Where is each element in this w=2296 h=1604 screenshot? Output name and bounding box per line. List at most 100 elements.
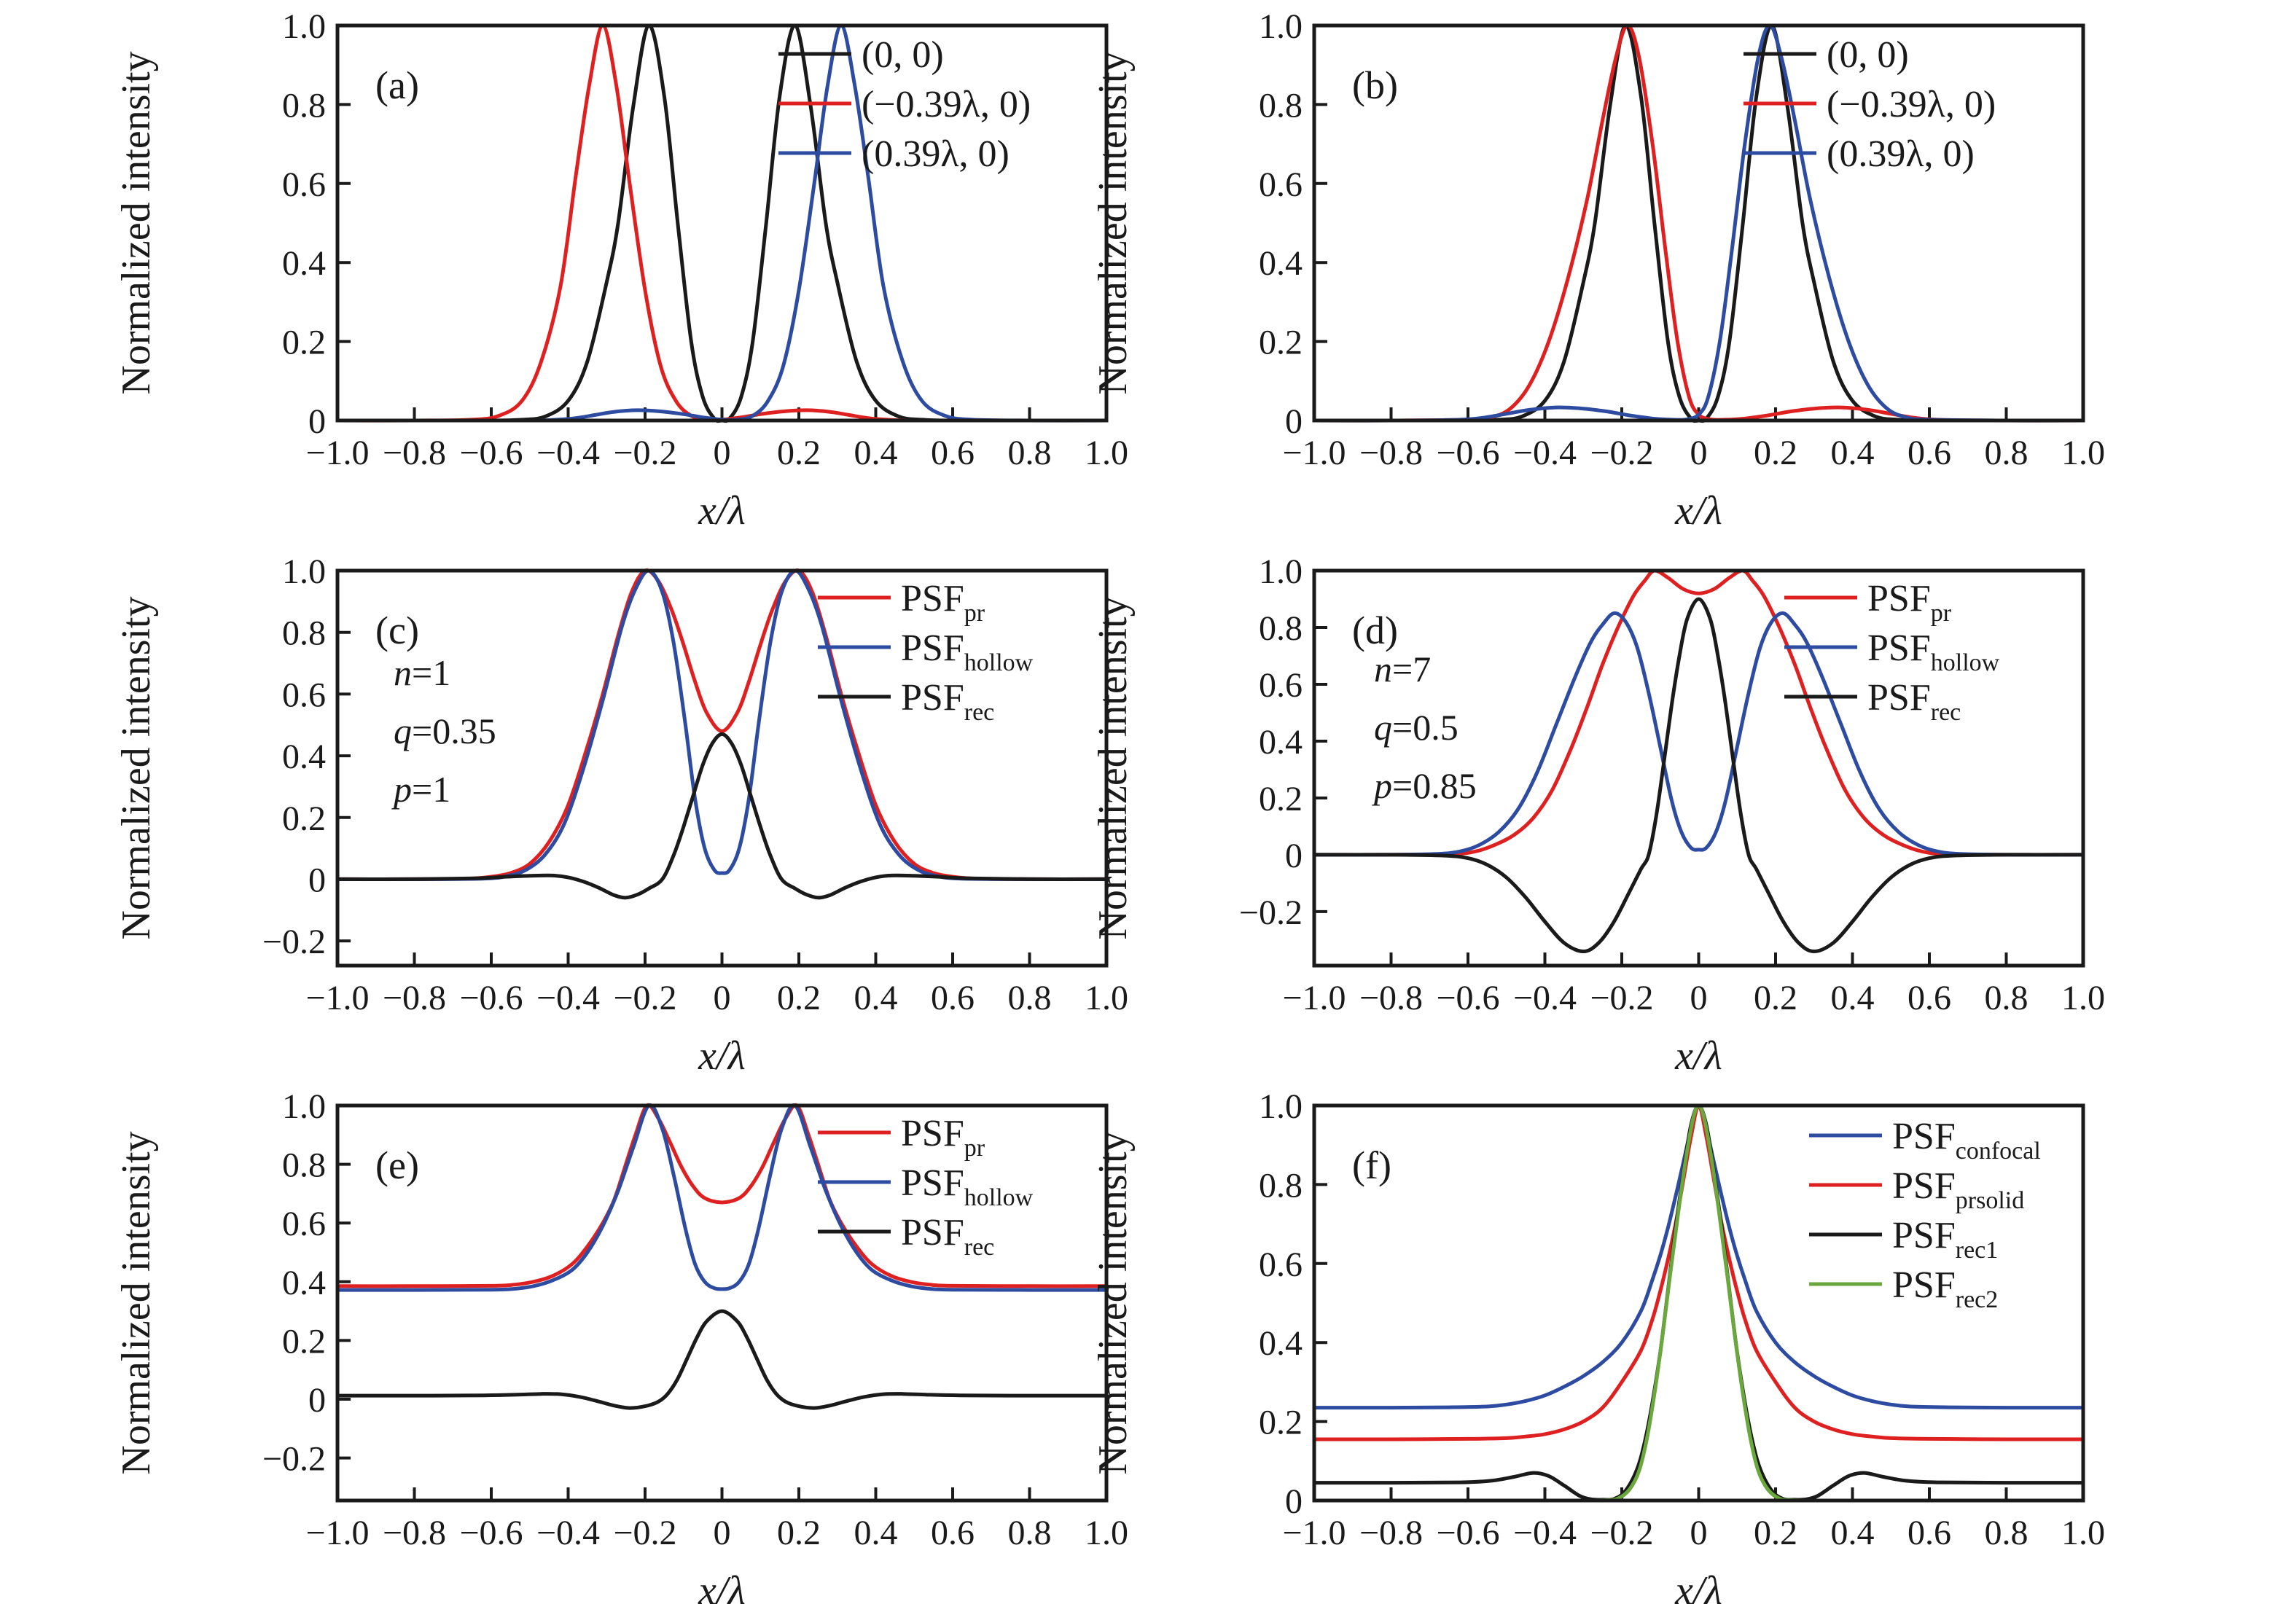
panel-d-y-tick-label: 0.2 [1259, 780, 1303, 818]
legend-label-subscript: pr [1931, 600, 1952, 627]
legend-label: PSFrec [1867, 677, 1961, 726]
panel-c-x-axis-label: x/λ [698, 1033, 746, 1079]
legend-label-subscript: rec2 [1956, 1286, 1999, 1313]
panel-a-x-tick-label: −0.8 [383, 434, 446, 472]
panel-f-x-tick-label: −0.6 [1436, 1514, 1499, 1552]
panel-e-x-axis-label: x/λ [698, 1568, 746, 1604]
panel-c-y-tick-label: −0.2 [262, 923, 326, 961]
legend-label-base: PSF [1867, 627, 1931, 669]
panel-b-x-tick-label: 0 [1690, 434, 1708, 472]
panel-a-x-tick-label: 0.2 [777, 434, 821, 472]
panel-c-y-axis-label: Normalized intensity [114, 596, 159, 939]
legend-label-base: PSF [1892, 1165, 1956, 1207]
panel-f-y-tick-label: 0.6 [1259, 1245, 1303, 1284]
panel-a-y-tick-label: 0.2 [282, 324, 326, 362]
panel-a-legend-item-0-0: (0, 0) [778, 34, 944, 76]
panel-f-legend-item-psfrec1: PSFrec1 [1809, 1215, 1998, 1264]
legend-label-base: (−0.39λ, 0) [1827, 84, 1996, 125]
legend-label: (−0.39λ, 0) [862, 84, 1031, 125]
legend-label-subscript: pr [964, 600, 985, 627]
annotation-variable: q [394, 711, 412, 751]
panel-f-legend-item-psfprsolid: PSFprsolid [1809, 1165, 2024, 1214]
panel-c-x-tick-label: 0.2 [777, 979, 821, 1017]
panel-b-label: (b) [1352, 63, 1398, 107]
panel-c-legend-item-psfrec: PSFrec [818, 677, 994, 726]
panel-e-x-tick-label: −0.8 [383, 1514, 446, 1552]
panel-c-x-tick-label: 0.4 [854, 979, 898, 1017]
panel-c-annotation-q: q=0.35 [394, 711, 496, 751]
legend-label-base: PSF [901, 1212, 964, 1253]
legend-label: PSFrec1 [1892, 1215, 1998, 1264]
panel-c-y-tick-label: 1.0 [282, 552, 326, 591]
panel-f-x-tick-label: 1.0 [2061, 1514, 2105, 1552]
panel-f-x-tick-label: −0.2 [1590, 1514, 1653, 1552]
panel-d-x-tick-label: 0.8 [1985, 979, 2028, 1017]
panel-f-label: (f) [1352, 1143, 1391, 1187]
panel-d-frame [1312, 568, 2085, 968]
panel-c-legend-item-psfpr: PSFpr [818, 578, 985, 627]
panel-f-x-tick-label: −0.8 [1359, 1514, 1423, 1552]
panel-d-x-tick-label: −0.4 [1513, 979, 1577, 1017]
panel-b-x-tick-label: 0.8 [1985, 434, 2028, 472]
panel-a-y-axis-label: Normalized intensity [114, 51, 159, 394]
panel-e-y-axis-label: Normalized intensity [114, 1131, 159, 1474]
panel-a-legend-item-0-39-0: (0.39λ, 0) [778, 133, 1010, 175]
panel-c-x-tick-label: 1.0 [1085, 979, 1128, 1017]
panel-c-curve-psf-rec [335, 732, 1109, 900]
annotation-variable: p [391, 769, 412, 810]
panel-f-legend-item-psfconfocal: PSFconfocal [1809, 1116, 2041, 1165]
panel-c-x-tick-label: 0 [714, 979, 731, 1017]
legend-label-base: (0.39λ, 0) [1827, 133, 1975, 175]
panel-d: Normalized intensity −1.0 −0.8 −0.6 −0.4 −0.2… [1090, 552, 2105, 1079]
legend-label-base: PSF [901, 1162, 964, 1204]
panel-a-legend-item-0-39-0: (−0.39λ, 0) [778, 84, 1031, 125]
panel-c-annotation-p: p=1 [391, 769, 450, 810]
panel-f-y-axis-label: Normalized intensity [1090, 1131, 1136, 1474]
legend-label-subscript: hollow [1931, 649, 2000, 676]
panel-c-label: (c) [375, 609, 419, 652]
legend-label-subscript: rec [964, 699, 995, 726]
panel-c-legend-item-psfhollow: PSFhollow [818, 627, 1034, 676]
annotation-value: =1 [412, 769, 450, 810]
panel-d-y-tick-label: 0.8 [1259, 609, 1303, 648]
panel-e-x-tick-label: −0.4 [536, 1514, 600, 1552]
panel-d-x-tick-label: 0 [1690, 979, 1708, 1017]
panel-d-legend-item-psfrec: PSFrec [1784, 677, 1961, 726]
panel-d-curve-psf-rec [1312, 597, 2085, 953]
panel-e-x-tick-label: −1.0 [305, 1514, 369, 1552]
legend-label-subscript: rec [964, 1234, 995, 1261]
panel-b-x-tick-label: 0.4 [1831, 434, 1875, 472]
panel-b-x-tick-label: 0.2 [1754, 434, 1797, 472]
panel-d-x-tick-label: 0.2 [1754, 979, 1797, 1017]
legend-label: (0.39λ, 0) [1827, 133, 1975, 175]
annotation-value: =0.35 [412, 711, 496, 751]
legend-label-base: PSF [1867, 578, 1931, 619]
panel-f-legend-item-psfrec2: PSFrec2 [1809, 1264, 1998, 1313]
panel-d-annotation-q: q=0.5 [1374, 707, 1459, 748]
panel-b-y-tick-label: 1.0 [1259, 7, 1303, 46]
panel-a-x-tick-label: 0 [714, 434, 731, 472]
panel-d-x-tick-label: −0.8 [1359, 979, 1423, 1017]
panel-e-x-tick-label: 0.6 [931, 1514, 975, 1552]
panel-e-x-tick-label: −0.6 [459, 1514, 523, 1552]
panel-d-legend-item-psfhollow: PSFhollow [1784, 627, 2000, 676]
legend-label-subscript: hollow [964, 649, 1034, 676]
panel-e-x-tick-label: 0.2 [777, 1514, 821, 1552]
panel-e-y-tick-label: 0.8 [282, 1146, 326, 1185]
panel-c: Normalized intensity −1.0 −0.8 −0.6 −0.4 −0.2… [114, 552, 1128, 1079]
panel-c-y-tick-label: 0.4 [282, 738, 326, 776]
annotation-variable: n [394, 652, 412, 693]
legend-label: (0, 0) [1827, 34, 1909, 76]
panel-f-y-tick-label: 0.4 [1259, 1324, 1303, 1363]
panel-c-frame [335, 568, 1109, 968]
panel-e-y-tick-label: 0.2 [282, 1322, 326, 1361]
legend-label: PSFprsolid [1892, 1165, 2024, 1214]
panel-a-x-tick-label: −0.4 [536, 434, 600, 472]
panel-d-curve-psf-hollow [1312, 611, 2085, 857]
panel-f-x-tick-label: 0.4 [1831, 1514, 1875, 1552]
panel-c-x-tick-label: −0.8 [383, 979, 446, 1017]
panel-b-x-tick-label: −0.6 [1436, 434, 1499, 472]
panel-f-x-tick-label: 0 [1690, 1514, 1708, 1552]
panel-e-y-tick-label: 0.4 [282, 1264, 326, 1302]
panel-c-y-tick-label: 0.6 [282, 676, 326, 714]
